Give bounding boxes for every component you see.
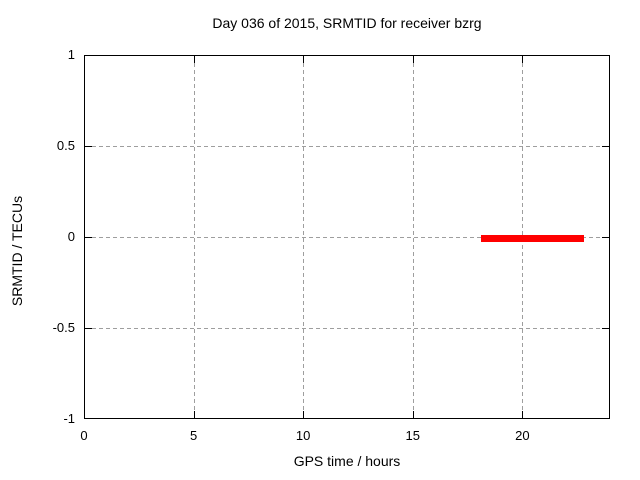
y-tick-label: 0.5 <box>56 138 75 153</box>
y-tick-mirror <box>602 146 609 147</box>
chart-title: Day 036 of 2015, SRMTID for receiver bzr… <box>212 15 482 31</box>
x-gridline <box>412 56 414 418</box>
x-tick-label: 15 <box>405 428 420 443</box>
series-line-srmtid <box>480 234 584 242</box>
x-tick-mirror <box>303 56 305 63</box>
y-tick-mirror <box>602 237 609 238</box>
y-gridline <box>85 237 609 238</box>
x-tick-label: 0 <box>80 428 88 443</box>
x-gridline <box>303 56 305 418</box>
y-tick <box>85 146 92 147</box>
y-axis-label: SRMTID / TECUs <box>9 195 25 307</box>
y-gridline <box>85 146 609 147</box>
x-gridline <box>193 56 195 418</box>
y-tick-label: 0 <box>67 229 75 244</box>
x-tick <box>193 411 195 418</box>
x-tick-label: 10 <box>295 428 311 443</box>
x-tick-label: 20 <box>515 428 530 443</box>
x-tick-mirror <box>522 56 524 63</box>
y-tick <box>85 237 92 238</box>
y-gridline <box>85 328 609 329</box>
y-tick-mirror <box>602 328 609 329</box>
x-tick-mirror <box>193 56 195 63</box>
x-axis-label: GPS time / hours <box>293 453 401 469</box>
plot-area <box>84 55 610 419</box>
y-tick-label: -1 <box>63 411 75 426</box>
y-tick-label: -0.5 <box>52 320 75 335</box>
y-tick <box>85 328 92 329</box>
x-tick <box>522 411 524 418</box>
x-tick-label: 5 <box>189 428 198 443</box>
y-tick-label: 1 <box>67 47 75 62</box>
x-tick <box>412 411 414 418</box>
x-tick-mirror <box>412 56 414 63</box>
x-tick <box>303 411 305 418</box>
